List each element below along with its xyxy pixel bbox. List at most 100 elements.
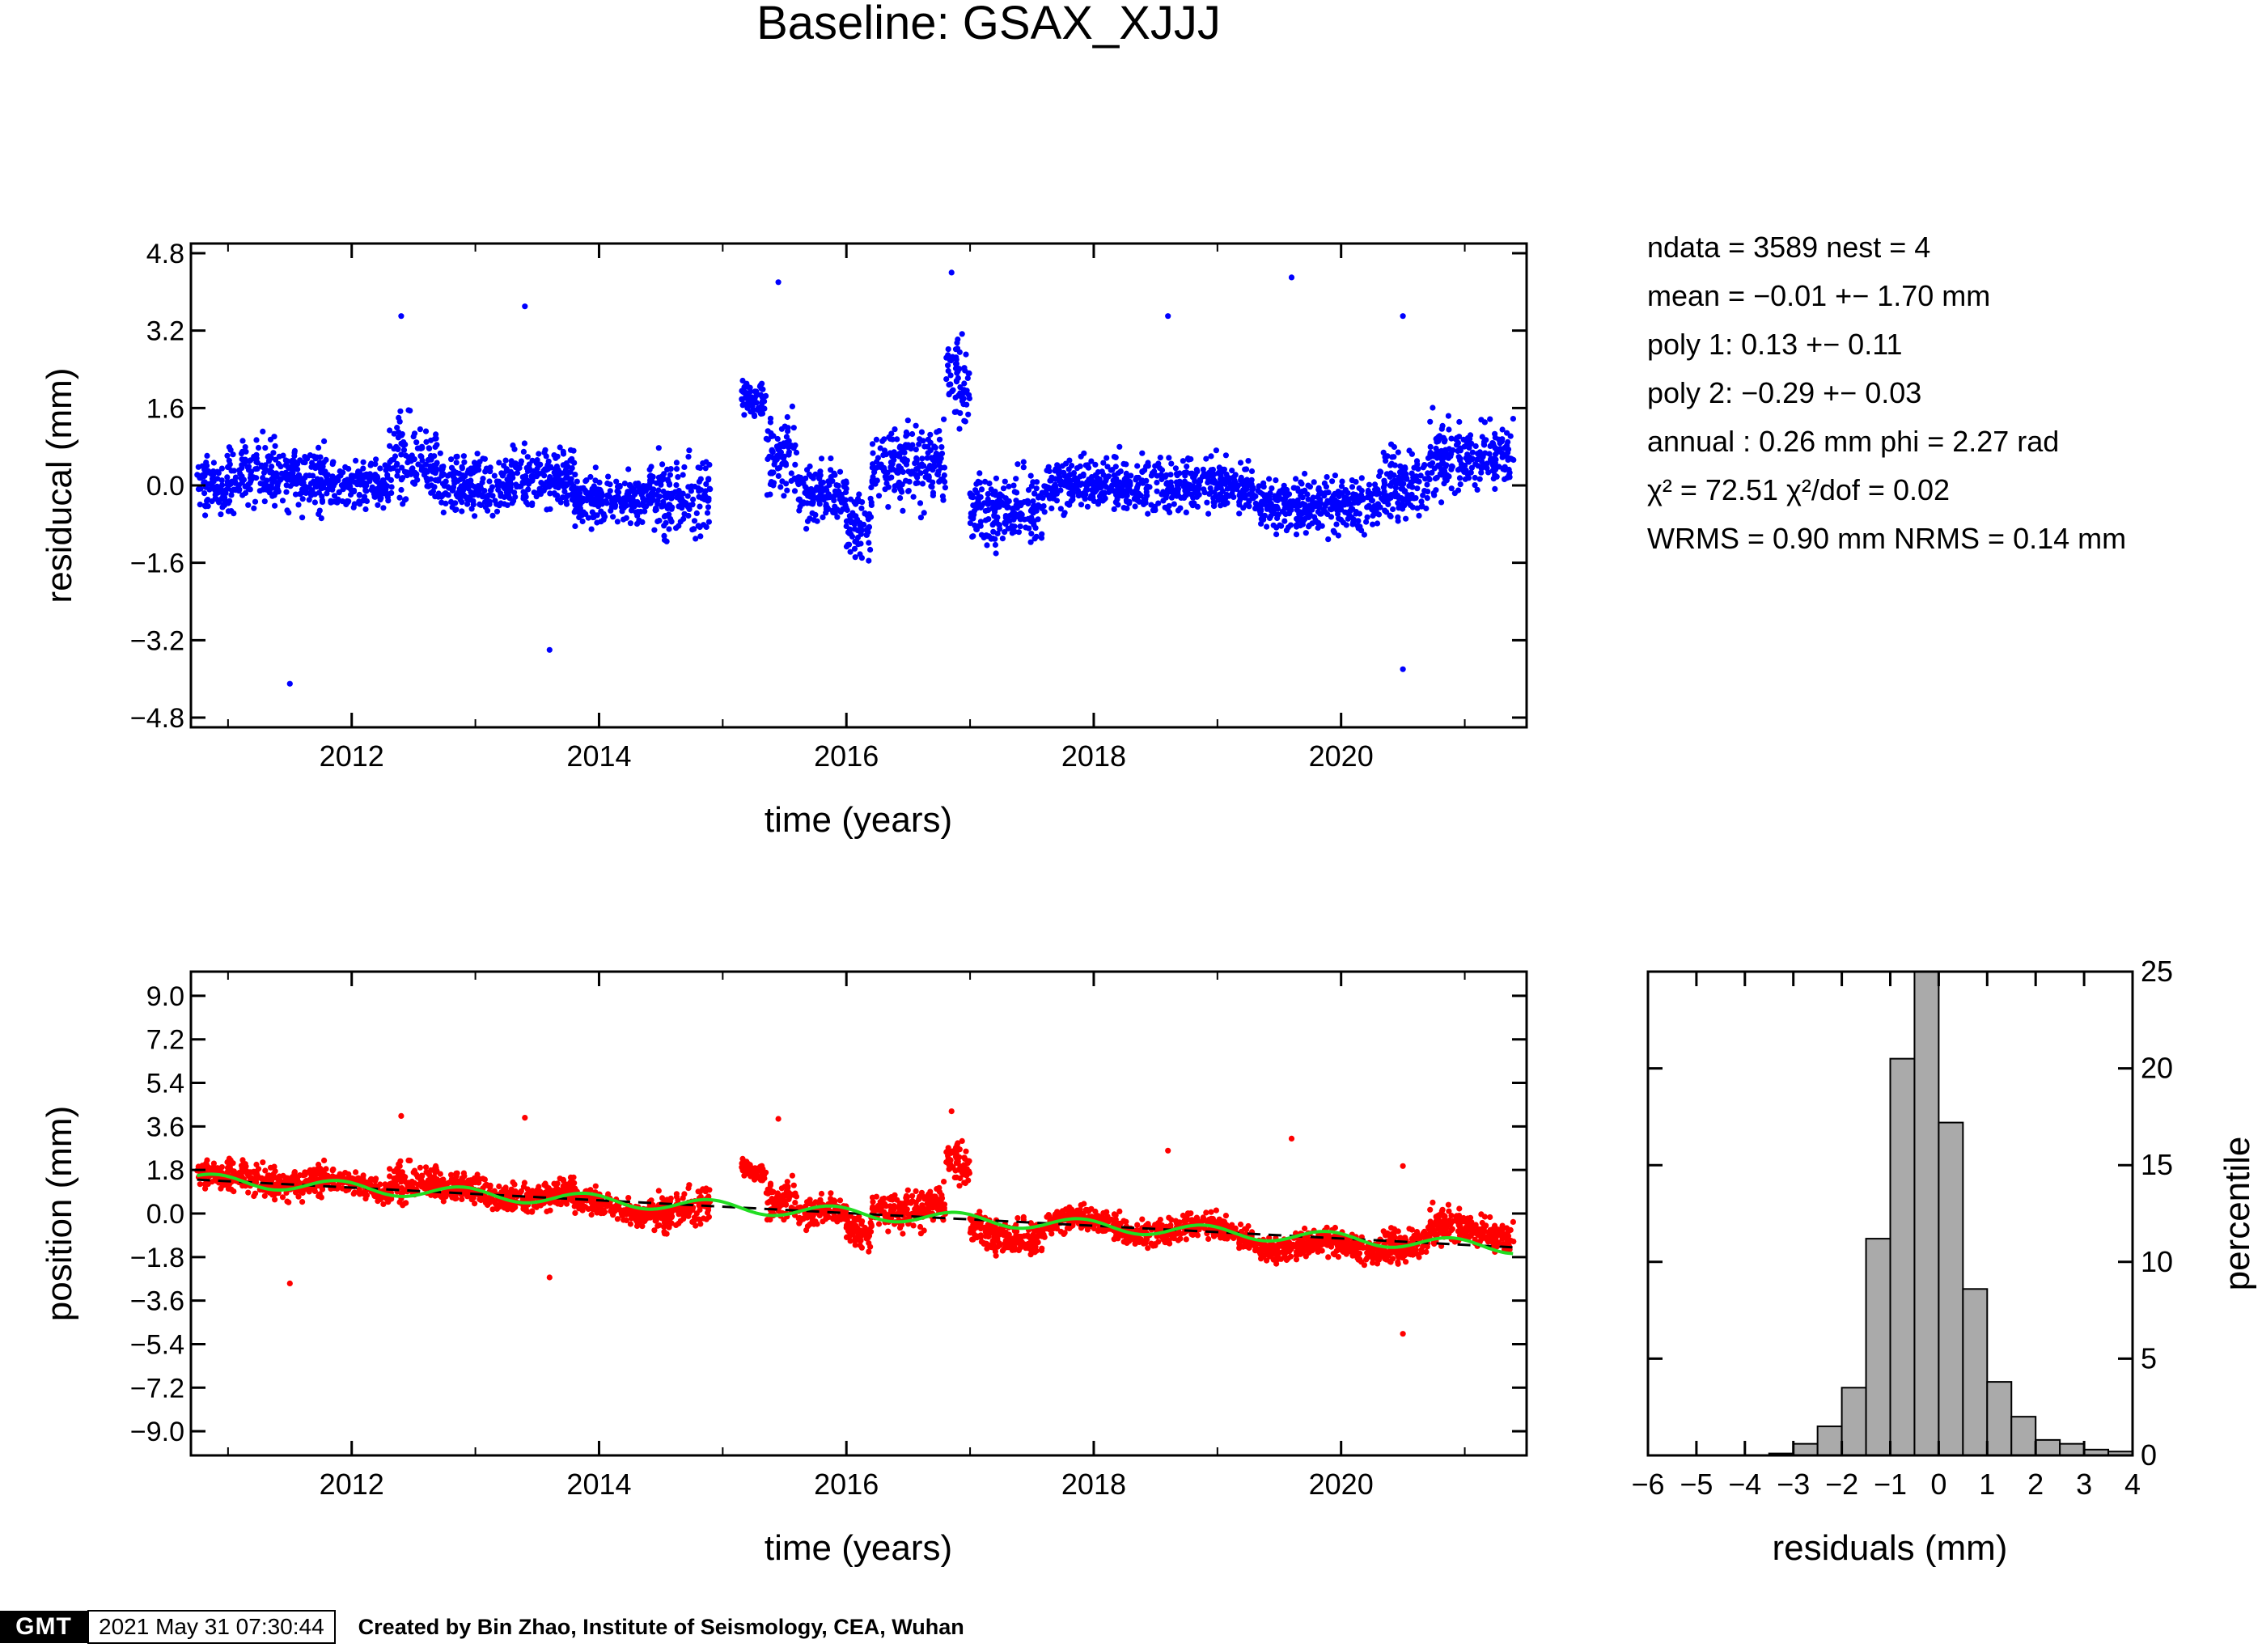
position-point bbox=[286, 1200, 291, 1205]
residual-point bbox=[525, 468, 531, 474]
residual-point bbox=[1282, 497, 1288, 502]
residual-point bbox=[1332, 472, 1338, 478]
residual-point bbox=[568, 479, 574, 485]
residual-point bbox=[1389, 454, 1395, 460]
residual-point bbox=[1425, 475, 1431, 481]
residual-point bbox=[452, 500, 458, 506]
residual-point bbox=[318, 481, 324, 487]
residual-point bbox=[398, 313, 404, 319]
residual-point bbox=[462, 473, 468, 479]
residual-point bbox=[204, 498, 210, 504]
residual-point bbox=[905, 442, 911, 447]
residual-point bbox=[1392, 444, 1397, 450]
residual-point bbox=[803, 526, 809, 532]
residual-point bbox=[269, 470, 275, 476]
residual-point bbox=[784, 488, 790, 493]
residual-point bbox=[1349, 477, 1355, 483]
residual-point bbox=[401, 447, 407, 453]
residual-point bbox=[361, 460, 366, 465]
residual-point bbox=[1112, 454, 1117, 460]
position-point bbox=[417, 1165, 423, 1171]
residual-point bbox=[904, 458, 910, 464]
residual-point bbox=[1195, 488, 1201, 493]
residual-point bbox=[904, 431, 910, 437]
residual-point bbox=[1154, 480, 1159, 485]
position-point bbox=[593, 1184, 599, 1189]
residual-point bbox=[870, 451, 875, 456]
residual-point bbox=[1113, 464, 1119, 469]
residual-point bbox=[896, 480, 902, 485]
residual-point bbox=[286, 477, 292, 483]
residual-point bbox=[930, 493, 936, 498]
residual-point bbox=[1442, 447, 1448, 453]
position-point bbox=[337, 1173, 343, 1179]
residual-point bbox=[389, 484, 395, 489]
residual-point bbox=[1212, 489, 1218, 495]
residual-point bbox=[658, 480, 663, 485]
residual-point bbox=[1171, 502, 1177, 507]
residual-point bbox=[1458, 481, 1464, 487]
residual-point bbox=[1012, 529, 1018, 535]
position-point bbox=[501, 1187, 506, 1192]
residual-point bbox=[1355, 518, 1361, 523]
residual-point bbox=[204, 453, 210, 459]
residual-point bbox=[375, 502, 380, 508]
residual-point bbox=[1431, 493, 1437, 498]
residual-point bbox=[454, 460, 460, 465]
residual-point bbox=[421, 472, 427, 477]
residual-point bbox=[1391, 479, 1396, 485]
residual-point bbox=[911, 494, 917, 500]
position-point bbox=[321, 1158, 327, 1163]
residual-point bbox=[770, 469, 776, 475]
residual-point bbox=[1321, 493, 1327, 498]
residual-point bbox=[1031, 522, 1036, 527]
residual-point bbox=[1243, 478, 1248, 484]
residual-point bbox=[598, 519, 604, 524]
residual-point bbox=[1180, 458, 1186, 464]
residual-point bbox=[1069, 463, 1074, 468]
residual-point bbox=[196, 464, 201, 470]
residual-point bbox=[869, 502, 875, 508]
residual-point bbox=[1021, 459, 1027, 464]
position-point bbox=[667, 1213, 672, 1218]
residual-point bbox=[403, 496, 409, 502]
residual-point bbox=[1216, 482, 1222, 488]
residual-point bbox=[930, 456, 935, 462]
residual-point bbox=[1333, 522, 1339, 527]
position-point bbox=[231, 1188, 236, 1194]
residual-point bbox=[1205, 511, 1211, 517]
residual-point bbox=[863, 527, 869, 533]
residual-point bbox=[863, 532, 869, 538]
position-point bbox=[394, 1184, 400, 1189]
position-point bbox=[345, 1171, 351, 1177]
residual-point bbox=[1073, 481, 1078, 487]
residual-point bbox=[1281, 483, 1287, 489]
residual-point bbox=[923, 469, 929, 475]
residual-point bbox=[866, 516, 871, 522]
residual-point bbox=[290, 458, 295, 464]
residual-point bbox=[197, 502, 203, 507]
residual-point bbox=[978, 494, 984, 500]
residual-point bbox=[1324, 498, 1330, 504]
residual-point bbox=[397, 419, 403, 425]
residual-point bbox=[1382, 508, 1387, 514]
residual-point bbox=[1081, 493, 1087, 499]
position-point bbox=[680, 1195, 686, 1201]
residual-point bbox=[589, 527, 595, 532]
residual-point bbox=[1286, 502, 1292, 507]
residual-point bbox=[633, 500, 638, 506]
position-point bbox=[251, 1169, 256, 1175]
residual-point bbox=[752, 388, 758, 394]
residual-point bbox=[790, 404, 795, 409]
residual-point bbox=[308, 464, 314, 470]
residual-point bbox=[1370, 522, 1375, 527]
residual-point bbox=[1249, 481, 1255, 487]
residual-point bbox=[925, 455, 930, 461]
residual-point bbox=[1497, 440, 1502, 446]
residual-point bbox=[874, 437, 879, 443]
residual-point bbox=[990, 529, 996, 535]
residual-point bbox=[858, 506, 864, 511]
position-point bbox=[403, 1200, 409, 1205]
residual-point bbox=[465, 485, 471, 491]
residual-point bbox=[789, 470, 794, 476]
